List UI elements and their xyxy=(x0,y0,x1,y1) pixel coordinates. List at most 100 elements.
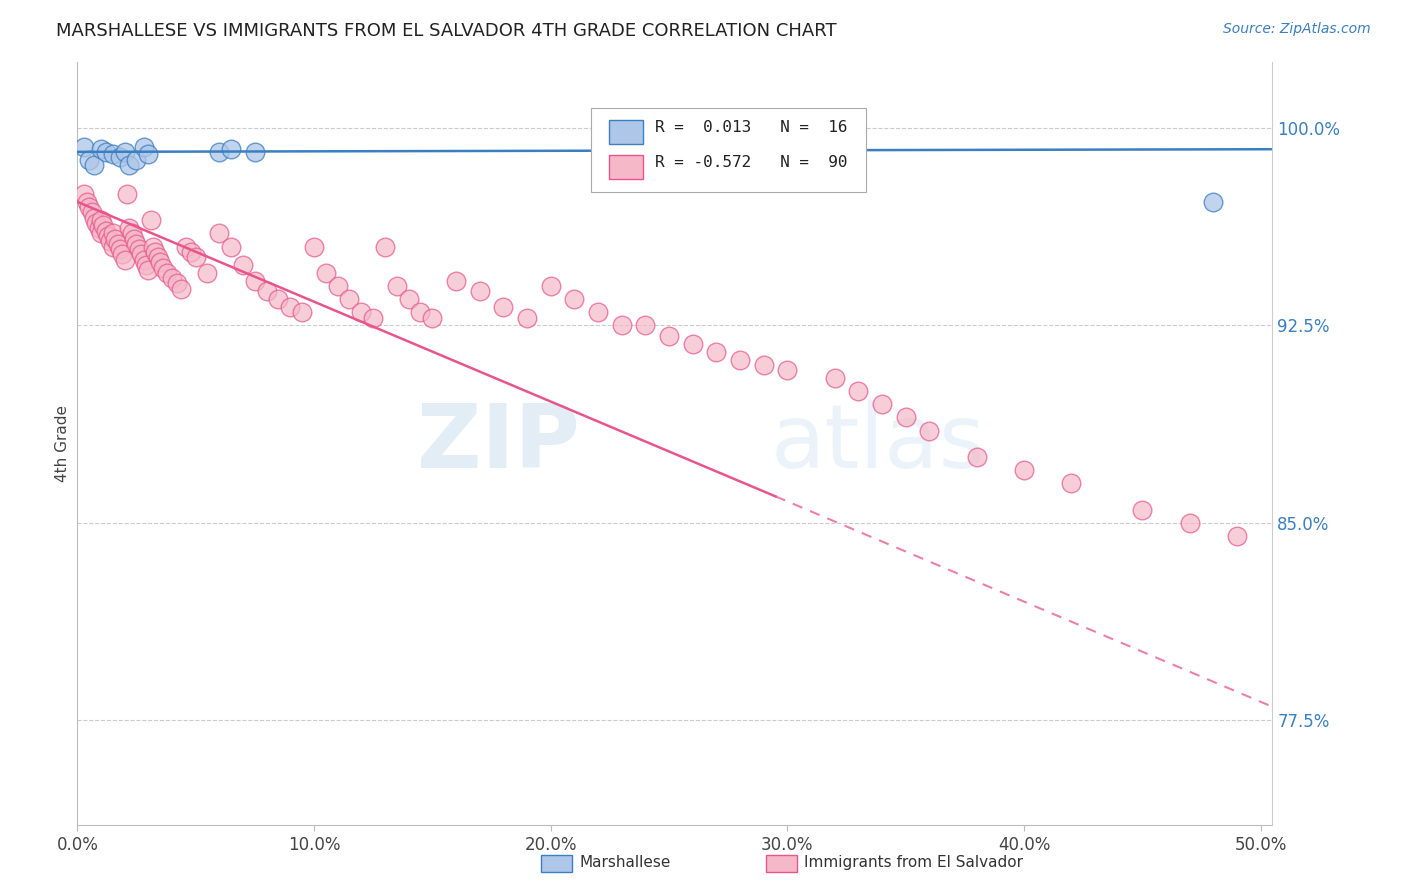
Point xyxy=(128,242,150,256)
Point xyxy=(136,147,159,161)
Point xyxy=(516,310,538,325)
FancyBboxPatch shape xyxy=(609,154,643,179)
Point xyxy=(142,239,165,253)
Point xyxy=(1060,476,1083,491)
Point xyxy=(108,150,131,164)
Point xyxy=(398,292,420,306)
Point xyxy=(139,213,162,227)
Point xyxy=(149,255,172,269)
Point xyxy=(197,266,219,280)
Point xyxy=(132,139,155,153)
Text: ZIP: ZIP xyxy=(416,401,579,487)
Point xyxy=(122,232,145,246)
Point xyxy=(129,247,152,261)
Point xyxy=(586,305,609,319)
Point xyxy=(118,221,141,235)
Point xyxy=(1130,502,1153,516)
Point xyxy=(658,329,681,343)
Point xyxy=(243,145,266,159)
Point xyxy=(107,236,129,251)
Point xyxy=(374,239,396,253)
Point xyxy=(315,266,337,280)
Point xyxy=(1178,516,1201,530)
Point xyxy=(94,145,117,159)
Point xyxy=(385,279,408,293)
Point xyxy=(326,279,349,293)
Point xyxy=(752,358,775,372)
Point xyxy=(146,250,169,264)
Point xyxy=(125,153,148,167)
Point xyxy=(918,424,941,438)
Point xyxy=(634,318,657,333)
Point xyxy=(136,263,159,277)
Point xyxy=(90,227,112,241)
Point xyxy=(1226,529,1249,543)
Text: R = -0.572   N =  90: R = -0.572 N = 90 xyxy=(655,154,846,169)
Point xyxy=(111,247,134,261)
Point xyxy=(540,279,562,293)
Point xyxy=(824,371,846,385)
Point xyxy=(118,158,141,172)
Point xyxy=(76,194,98,209)
Point xyxy=(83,158,105,172)
Point xyxy=(468,284,491,298)
Point xyxy=(492,300,515,314)
Point xyxy=(97,229,120,244)
Point xyxy=(846,384,869,399)
Point xyxy=(728,352,751,367)
FancyBboxPatch shape xyxy=(592,108,866,192)
Point xyxy=(420,310,443,325)
Point xyxy=(180,244,202,259)
FancyBboxPatch shape xyxy=(609,120,643,144)
Point xyxy=(339,292,361,306)
Point xyxy=(90,213,112,227)
Y-axis label: 4th Grade: 4th Grade xyxy=(55,405,70,483)
Point xyxy=(160,271,183,285)
Point xyxy=(174,239,197,253)
Point xyxy=(966,450,988,464)
Text: MARSHALLESE VS IMMIGRANTS FROM EL SALVADOR 4TH GRADE CORRELATION CHART: MARSHALLESE VS IMMIGRANTS FROM EL SALVAD… xyxy=(56,22,837,40)
Text: atlas: atlas xyxy=(770,401,986,487)
Point xyxy=(80,205,103,219)
Point xyxy=(77,153,100,167)
Point xyxy=(219,239,242,253)
Point xyxy=(894,410,917,425)
Point xyxy=(302,239,325,253)
Point xyxy=(232,258,254,272)
Point xyxy=(243,274,266,288)
Point xyxy=(291,305,314,319)
Point xyxy=(350,305,373,319)
Point xyxy=(361,310,384,325)
Point xyxy=(145,244,167,259)
Point xyxy=(114,145,136,159)
Point xyxy=(170,282,193,296)
Point xyxy=(166,277,188,291)
Point xyxy=(156,266,179,280)
Point xyxy=(184,250,207,264)
Text: Source: ZipAtlas.com: Source: ZipAtlas.com xyxy=(1223,22,1371,37)
Text: R =  0.013   N =  16: R = 0.013 N = 16 xyxy=(655,120,846,136)
Point xyxy=(1202,194,1225,209)
Point xyxy=(278,300,301,314)
Point xyxy=(101,227,124,241)
Point xyxy=(135,258,157,272)
Point xyxy=(704,344,727,359)
Point xyxy=(870,397,893,411)
Point xyxy=(94,224,117,238)
Point xyxy=(776,363,799,377)
Text: Immigrants from El Salvador: Immigrants from El Salvador xyxy=(804,855,1024,870)
Point xyxy=(1272,541,1295,556)
Point xyxy=(100,234,122,248)
Point xyxy=(409,305,432,319)
Point xyxy=(132,252,155,267)
Point xyxy=(114,252,136,267)
Point xyxy=(84,216,107,230)
Point xyxy=(101,147,124,161)
Point xyxy=(77,200,100,214)
Point xyxy=(125,236,148,251)
Point xyxy=(73,186,96,201)
Point xyxy=(256,284,278,298)
Point xyxy=(121,227,143,241)
Text: Marshallese: Marshallese xyxy=(579,855,671,870)
Point xyxy=(610,318,633,333)
